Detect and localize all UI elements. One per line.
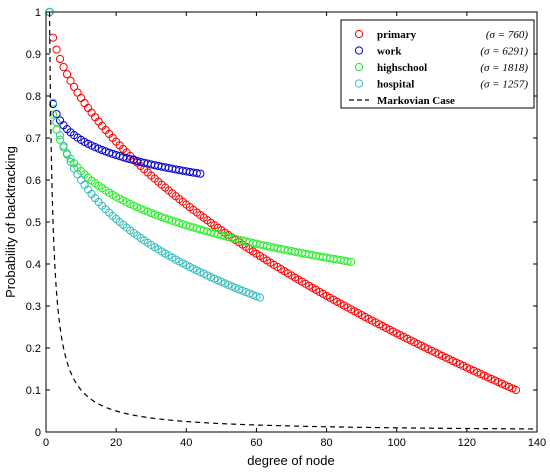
point (73, 88, 82, 97)
y-tick-label: 0.7 (26, 133, 41, 145)
y-tick-label: 0.9 (26, 49, 41, 61)
point (76, 93, 86, 103)
point (255, 293, 265, 302)
point (161, 214, 170, 223)
legend-marker (354, 46, 364, 55)
point (55, 54, 65, 64)
point (238, 286, 247, 295)
point (94, 144, 103, 153)
point (154, 211, 163, 220)
legend-label: Markovian Case (377, 95, 455, 107)
point (168, 216, 177, 225)
point (59, 62, 68, 72)
point (171, 217, 180, 227)
legend-marker (354, 79, 364, 88)
series-highschool (45, 7, 356, 266)
point (248, 290, 258, 299)
series-hospital (45, 7, 265, 302)
series-primary (45, 7, 521, 395)
y-tick-label: 0.6 (26, 175, 41, 187)
point (48, 33, 58, 42)
y-tick-label: 0.2 (26, 343, 41, 355)
point (343, 257, 352, 266)
point (69, 164, 79, 173)
point (157, 212, 166, 222)
point (48, 98, 58, 107)
legend-label: work (377, 46, 402, 58)
point (48, 110, 58, 119)
x-tick-label: 0 (43, 437, 49, 449)
point (55, 131, 65, 140)
point (80, 98, 89, 108)
point (105, 148, 114, 157)
x-axis-label: degree of node (247, 453, 334, 468)
y-tick-label: 0.4 (26, 259, 41, 271)
legend: primary (σ = 760) work (σ = 6291) highschool… (340, 19, 535, 109)
point (196, 169, 205, 178)
x-tick-label: 80 (320, 437, 332, 449)
point (143, 207, 152, 216)
point (101, 147, 110, 156)
x-tick-label: 40 (180, 437, 192, 449)
point (231, 283, 240, 292)
point (66, 76, 75, 85)
point (66, 157, 75, 166)
legend-sigma: (σ = 1257) (480, 79, 528, 91)
point (227, 282, 236, 291)
point (241, 288, 251, 297)
point (52, 45, 61, 54)
y-tick-label: 0.3 (26, 301, 41, 313)
legend-label: highschool (377, 62, 427, 74)
point (245, 289, 254, 298)
point (83, 103, 93, 113)
point (52, 109, 61, 119)
legend-box (340, 19, 535, 109)
y-tick-label: 1 (35, 7, 41, 19)
point (192, 169, 201, 178)
point (59, 141, 68, 150)
y-axis-label: Probability of backtracking (3, 146, 18, 298)
point (62, 150, 72, 159)
x-tick-label: 120 (458, 437, 476, 449)
point (511, 385, 521, 395)
point (55, 135, 65, 144)
x-tick-label: 20 (110, 437, 122, 449)
point (140, 206, 149, 215)
legend-sigma: (σ = 1818) (480, 62, 528, 74)
point (164, 215, 173, 224)
point (52, 118, 61, 127)
legend-label: hospital (377, 79, 414, 91)
legend-marker (354, 29, 364, 39)
legend-label: primary (377, 29, 417, 41)
x-tick-label: 140 (528, 437, 546, 449)
y-tick-label: 0.8 (26, 91, 41, 103)
legend-sigma: (σ = 6291) (480, 46, 528, 58)
x-tick-label: 60 (250, 437, 262, 449)
point (76, 175, 86, 185)
point (147, 208, 156, 218)
point (252, 292, 261, 301)
y-tick-label: 0.1 (26, 385, 41, 397)
y-tick-label: 0.5 (26, 217, 41, 229)
point (234, 285, 243, 294)
legend-sigma: (σ = 760) (486, 29, 529, 41)
point (347, 257, 356, 266)
point (150, 210, 159, 219)
series-work (45, 7, 205, 178)
point (80, 180, 89, 190)
point (98, 145, 107, 155)
x-tick-label: 100 (388, 437, 406, 449)
legend-marker (354, 62, 364, 72)
y-tick-label: 0 (35, 427, 41, 439)
point (62, 70, 72, 79)
